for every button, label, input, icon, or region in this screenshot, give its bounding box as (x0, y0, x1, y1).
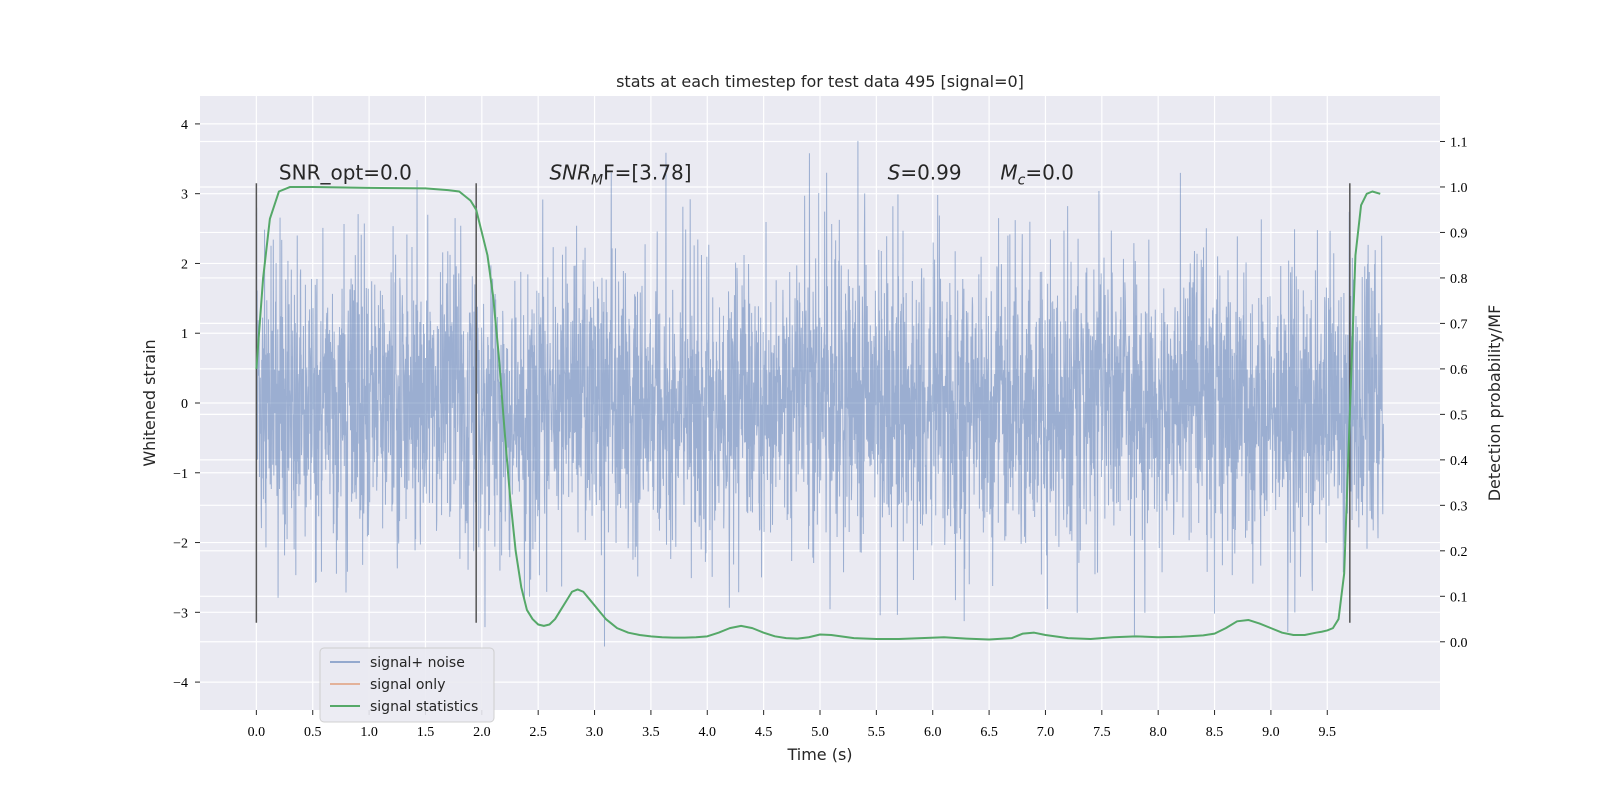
x-tick-label: 6.5 (980, 725, 998, 740)
legend-box (319, 647, 495, 723)
y-tick-left-label: −3 (173, 606, 188, 621)
noise-series (255, 140, 1385, 647)
annotation: SNRMF=[3.78] (549, 161, 691, 189)
y-tick-left-label: −2 (173, 537, 188, 552)
y-tick-left-label: 2 (181, 257, 188, 272)
legend-label-signal: signal only (370, 677, 445, 693)
x-tick-label: 8.0 (1149, 725, 1167, 740)
annotation: S=0.99 (888, 161, 962, 185)
y-tick-left-label: 1 (181, 327, 188, 342)
x-tick-label: 1.0 (360, 725, 378, 740)
y-tick-left-label: 0 (181, 397, 188, 412)
y-axis-left-label: Whitened strain (140, 339, 159, 466)
statistics-line (255, 185, 1381, 641)
y-tick-left-label: −4 (173, 676, 188, 691)
y-axis-right-label: Detection probability/MF (1485, 305, 1504, 502)
annotation: Mc=0.0 (1000, 161, 1074, 189)
y-tick-right-label: 0.0 (1450, 636, 1468, 651)
y-tick-right-label: 1.0 (1450, 181, 1468, 196)
y-tick-right-label: 0.5 (1450, 408, 1468, 423)
y-tick-right-label: 0.3 (1450, 499, 1468, 514)
y-tick-right-label: 1.1 (1450, 135, 1468, 150)
chart-title: stats at each timestep for test data 495… (616, 72, 1024, 91)
legend-label-noise: signal+ noise (370, 655, 465, 671)
x-tick-label: 9.0 (1262, 725, 1280, 740)
x-tick-label: 0.0 (248, 725, 266, 740)
y-tick-right-label: 0.9 (1450, 226, 1468, 241)
x-tick-label: 6.0 (924, 725, 942, 740)
y-tick-right-label: 0.6 (1450, 363, 1468, 378)
y-tick-left-label: 3 (181, 188, 188, 203)
x-tick-label: 8.5 (1206, 725, 1224, 740)
annotation: SNR_opt=0.0 (279, 161, 412, 185)
legend-label-stats: signal statistics (370, 699, 478, 715)
y-tick-right-label: 0.2 (1450, 545, 1468, 560)
y-tick-left-label: −1 (173, 467, 188, 482)
x-tick-label: 2.0 (473, 725, 491, 740)
x-axis-label: Time (s) (786, 745, 852, 764)
x-tick-label: 3.5 (642, 725, 660, 740)
x-tick-label: 9.5 (1319, 725, 1337, 740)
x-tick-label: 7.0 (1037, 725, 1055, 740)
y-tick-right-label: 0.7 (1450, 317, 1468, 332)
y-axis-right-ticks: 1.1 1.0 0.9 0.8 0.7 0.6 0.5 0.4 0.3 0.2 0.1 0.0 (1440, 135, 1468, 651)
x-tick-label: 4.0 (699, 725, 717, 740)
x-tick-label: 1.5 (417, 725, 435, 740)
x-axis-ticks: 0.0 0.5 1.0 1.5 2.0 2.5 3.0 3.5 4.0 4.5 5.0 5.5 6.0 6… (248, 710, 1336, 740)
y-axis-left-ticks: 4 3 2 1 0 −1 −2 −3 −4 (173, 118, 200, 691)
annotations: SNR_opt=0.0 SNRMF=[3.78] S=0.99 Mc=0.0 (279, 161, 1074, 189)
y-tick-right-label: 0.4 (1450, 454, 1468, 469)
noise-trace (255, 140, 1385, 647)
x-tick-label: 0.5 (304, 725, 322, 740)
y-tick-left-label: 4 (181, 118, 188, 133)
x-tick-label: 7.5 (1093, 725, 1111, 740)
y-tick-right-label: 0.8 (1450, 272, 1468, 287)
x-tick-label: 2.5 (529, 725, 547, 740)
legend: signal+ noise signal only signal statist… (319, 647, 495, 723)
x-tick-label: 4.5 (755, 725, 773, 740)
y-tick-right-label: 0.1 (1450, 590, 1468, 605)
statistics-series (255, 185, 1381, 641)
x-tick-label: 5.0 (811, 725, 829, 740)
x-tick-label: 3.0 (586, 725, 604, 740)
x-tick-label: 5.5 (868, 725, 886, 740)
